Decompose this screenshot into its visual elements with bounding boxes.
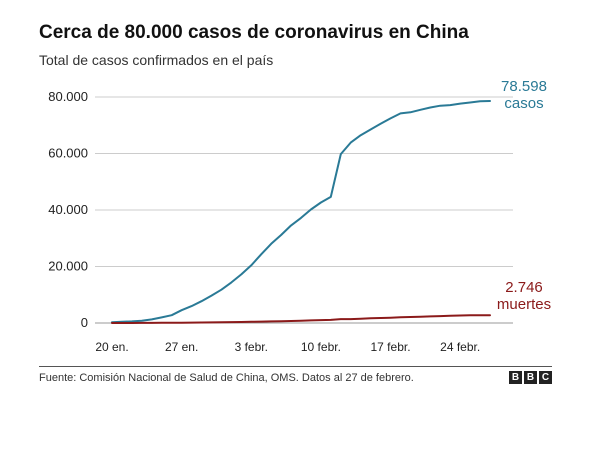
footer-divider — [39, 366, 552, 367]
y-tick-label: 40.000 — [48, 202, 88, 217]
bbc-logo-letter: C — [539, 371, 552, 384]
bbc-logo-letter: B — [509, 371, 522, 384]
x-axis-ticks: 20 en. 27 en. 3 febr. 10 febr. 17 febr. 24 fe… — [95, 340, 480, 354]
series-end-value-muertes: 2.746 — [505, 279, 543, 296]
gridlines — [95, 96, 513, 324]
x-tick-label: 20 en. — [95, 340, 128, 354]
x-tick-label: 27 en. — [165, 340, 198, 354]
chart-subtitle: Total de casos confirmados en el país — [39, 52, 274, 68]
series-line-casos — [111, 100, 491, 324]
bbc-logo-letter: B — [524, 371, 537, 384]
y-tick-label: 80.000 — [48, 89, 88, 104]
y-tick-label: 0 — [81, 315, 88, 330]
source-note: Fuente: Comisión Nacional de Salud de Ch… — [39, 372, 414, 384]
y-tick-label: 20.000 — [48, 259, 88, 274]
y-tick-label: 60.000 — [48, 146, 88, 161]
bbc-logo: B B C — [509, 371, 552, 384]
series-line-muertes — [111, 314, 491, 324]
chart-title: Cerca de 80.000 casos de coronavirus en … — [39, 22, 469, 43]
x-tick-label: 17 febr. — [371, 340, 411, 354]
x-tick-label: 3 febr. — [235, 340, 268, 354]
x-tick-label: 24 febr. — [440, 340, 480, 354]
series-lines — [111, 100, 491, 324]
y-axis-ticks: 80.000 60.000 40.000 20.000 0 — [48, 89, 88, 330]
series-end-value-casos: 78.598 — [501, 78, 547, 95]
series-end-label-muertes: muertes — [497, 296, 551, 313]
x-tick-label: 10 febr. — [301, 340, 341, 354]
series-end-label-casos: casos — [504, 95, 543, 112]
